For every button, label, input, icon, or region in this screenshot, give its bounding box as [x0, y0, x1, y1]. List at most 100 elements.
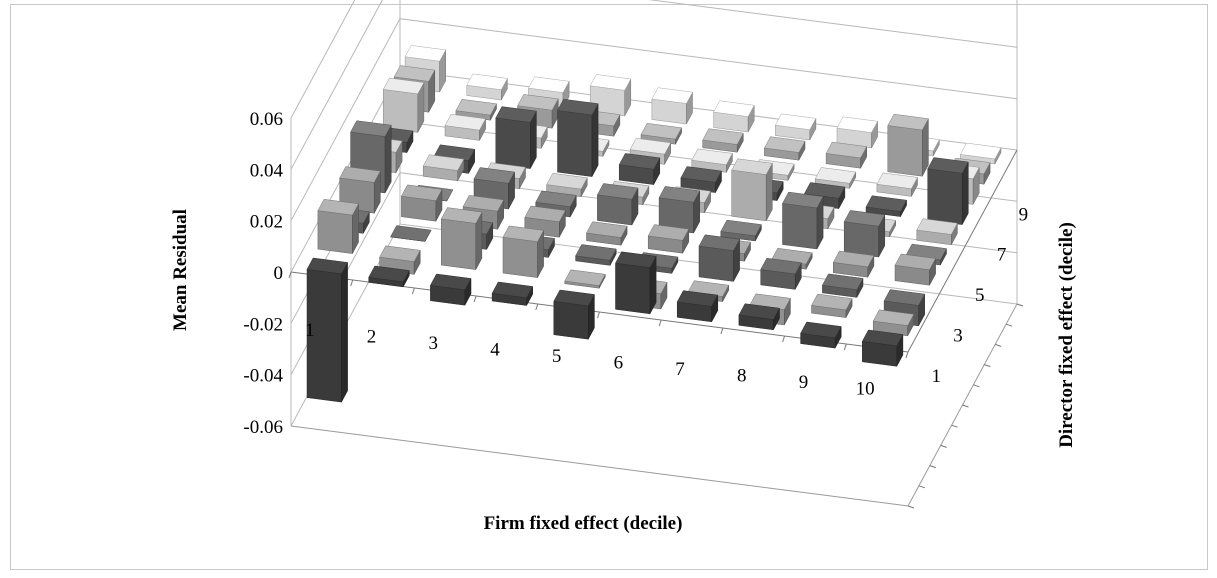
bar-firm-10-director-7	[927, 157, 969, 225]
bar-top-face	[557, 98, 599, 116]
bar-firm-9-director-7	[865, 195, 907, 217]
bar-firm-9-director-1	[800, 321, 842, 349]
y-tick-label: -0.06	[243, 417, 283, 438]
bar-top-face	[782, 191, 824, 209]
bar-side-face	[591, 103, 599, 177]
bar-front-face	[843, 221, 879, 258]
bar-firm-6-director-4	[647, 224, 690, 254]
bar-top-face	[564, 269, 606, 286]
bar-top-face	[702, 128, 744, 145]
bar-front-face	[495, 117, 531, 169]
bar-top-face	[597, 183, 639, 200]
bar-top-face	[803, 182, 846, 199]
depth-tick-mark	[918, 485, 926, 489]
x-tick-mark	[843, 343, 847, 351]
bar-top-face	[680, 166, 722, 183]
bar-top-face	[393, 65, 436, 82]
bar-front-face	[557, 110, 593, 177]
bar-top-face	[535, 190, 577, 207]
x-tick-label: 10	[856, 379, 875, 400]
bar-firm-7-director-5	[720, 219, 762, 242]
bar-top-face	[676, 290, 719, 307]
bar-side-face	[384, 125, 392, 194]
bar-firm-2-director-10	[466, 73, 508, 101]
bar-firm-2-director-4	[401, 184, 443, 222]
bar-top-face	[629, 138, 672, 155]
bar-top-face	[658, 186, 701, 203]
depth-tick-mark	[929, 465, 936, 469]
bar-firm-3-director-1	[430, 273, 472, 306]
bar-top-face	[698, 234, 740, 251]
bar-firm-1-director-2	[317, 199, 359, 254]
bar-top-face	[774, 113, 817, 130]
bar-top-face	[836, 116, 878, 133]
bar-top-face	[894, 253, 936, 271]
bar-firm-8-director-3	[760, 257, 802, 290]
bar-firm-10-director-1	[861, 329, 904, 367]
depth-tick-label: 1	[931, 366, 941, 387]
bar-top-face	[647, 224, 690, 241]
bar-firm-9-director-8	[876, 172, 918, 197]
depth-axis-title: Director fixed effect (decile)	[1056, 222, 1077, 448]
y-tick-label: 0	[274, 263, 284, 284]
bar-firm-7-director-9	[764, 136, 806, 161]
bar-top-face	[553, 289, 595, 307]
bar-firm-8-director-8	[814, 167, 857, 189]
bar-front-face	[887, 125, 923, 177]
bar-top-face	[586, 221, 628, 238]
x-tick-mark	[782, 335, 786, 343]
bar-top-face	[430, 273, 472, 291]
x-tick-label: 8	[737, 366, 747, 387]
x-tick-mark	[720, 327, 724, 335]
bar-top-face	[462, 195, 505, 212]
bar-top-face	[872, 309, 915, 326]
bar-firm-10-director-4	[894, 253, 936, 286]
bar-firm-7-director-10	[774, 113, 817, 141]
bar-firm-6-director-5	[658, 186, 701, 234]
bar-firm-7-director-1	[676, 290, 719, 323]
bar-top-face	[825, 141, 868, 159]
bar-firm-5-director-7	[618, 153, 661, 185]
bar-top-face	[832, 250, 875, 268]
bar-firm-9-director-4	[832, 250, 875, 278]
depth-tick-label: 3	[953, 326, 963, 347]
bar-firm-6-director-9	[702, 128, 744, 153]
bar-front-face	[441, 218, 477, 270]
bar-front-face	[731, 169, 767, 222]
bar-front-face	[317, 210, 353, 254]
bar-top-face	[883, 289, 926, 306]
bar-firm-5-director-9	[640, 123, 682, 145]
bar-top-face	[843, 210, 886, 227]
bar-front-face	[927, 168, 963, 225]
bar-top-face	[876, 172, 918, 189]
depth-tick-label: 9	[1019, 204, 1029, 225]
bar-front-face	[698, 245, 734, 282]
bar-firm-7-director-6	[731, 158, 773, 222]
bar-top-face	[575, 244, 617, 261]
bar-firm-6-director-1	[615, 251, 657, 315]
bar-firm-1-director-1	[306, 257, 348, 403]
x-tick-mark	[288, 271, 292, 279]
bar-side-face	[341, 262, 348, 403]
bar-top-face	[495, 106, 537, 123]
bar-firm-6-director-10	[713, 100, 755, 133]
x-tick-label: 6	[614, 353, 624, 374]
bar-top-face	[546, 173, 588, 190]
bar-top-face	[455, 99, 497, 116]
x-axis-title: Firm fixed effect (decile)	[484, 513, 683, 534]
bar-top-face	[865, 195, 907, 212]
bar-top-face	[589, 74, 632, 91]
bar-firm-8-director-1	[738, 303, 780, 331]
x-tick-mark	[905, 351, 909, 359]
bar-firm-2-director-8	[444, 114, 486, 141]
bar-front-face	[597, 194, 633, 226]
bar-firm-9-director-5	[843, 210, 886, 258]
depth-tick-mark	[962, 404, 969, 408]
bar-firm-4-director-6	[546, 173, 588, 198]
bar-top-face	[615, 251, 657, 268]
bar-top-face	[517, 94, 559, 111]
depth-tick-mark	[995, 343, 1002, 347]
bar-top-face	[640, 123, 682, 140]
bar-firm-9-director-3	[822, 273, 864, 298]
